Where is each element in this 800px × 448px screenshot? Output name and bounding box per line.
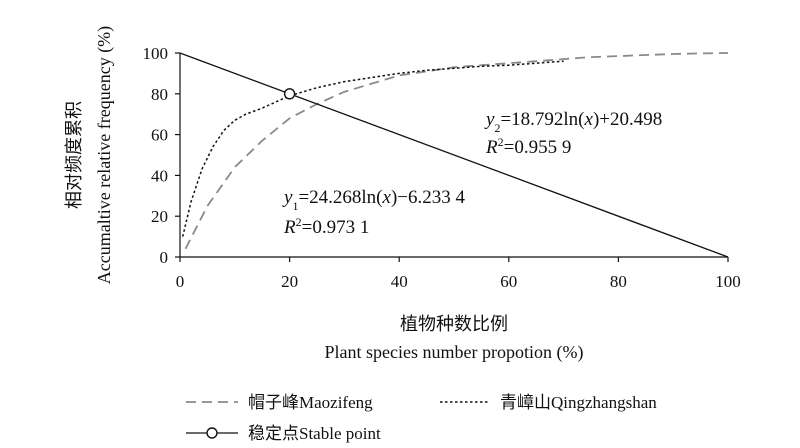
legend: 帽子峰Maozifeng 青嶂山Qingzhangshan 稳定点Stable …: [186, 393, 657, 443]
legend-swatch-circle-icon: [206, 427, 218, 439]
y-tick-label: 60: [151, 126, 168, 145]
x-axis-title-en: Plant species number propotion (%): [325, 342, 584, 363]
y-tick-label: 80: [151, 85, 168, 104]
y-axis-title-cn: 相对频度累积: [64, 101, 84, 209]
x-ticks: 0 20 40 60 80 100: [176, 257, 741, 291]
y-axis-title-en: Accumaltive relative frequency (%): [94, 26, 115, 284]
y-axis-title: 相对频度累积 Accumaltive relative frequency (%…: [64, 26, 115, 284]
x-axis-title-cn: 植物种数比例: [400, 314, 508, 334]
legend-item-stable-point: 稳定点Stable point: [186, 424, 381, 443]
equation-2: y2=18.792ln(x)+20.498: [484, 109, 662, 135]
x-tick-label: 60: [500, 272, 517, 291]
y-ticks: 0 20 40 60 80 100: [143, 44, 180, 267]
stable-point-marker: [283, 88, 296, 100]
x-tick-label: 20: [281, 272, 298, 291]
series-line-dotted: [181, 60, 564, 237]
x-axis-title: 植物种数比例 Plant species number propotion (%…: [325, 314, 584, 363]
legend-item-qingzhangshan: 青嶂山Qingzhangshan: [440, 393, 657, 412]
x-tick-label: 100: [715, 272, 741, 291]
y-tick-label: 40: [151, 166, 168, 185]
series-layer: [179, 52, 729, 258]
legend-label-qingzhangshan: 青嶂山Qingzhangshan: [500, 393, 657, 412]
legend-item-maozifeng: 帽子峰Maozifeng: [186, 393, 373, 412]
legend-label-maozifeng: 帽子峰Maozifeng: [248, 393, 373, 412]
y-tick-label: 20: [151, 207, 168, 226]
r-squared-1: R2=0.973 1: [283, 215, 369, 238]
equation-1: y1=24.268ln(x)−6.233 4: [282, 187, 465, 213]
series-line-long-dash: [184, 52, 729, 250]
series-line-solid: [179, 52, 729, 258]
x-tick-label: 80: [610, 272, 627, 291]
legend-label-stable-point: 稳定点Stable point: [248, 424, 381, 443]
r-squared-2: R2=0.955 9: [485, 135, 571, 158]
y-tick-label: 0: [160, 248, 169, 267]
x-tick-label: 40: [391, 272, 408, 291]
y-tick-label: 100: [143, 44, 169, 63]
x-tick-label: 0: [176, 272, 185, 291]
